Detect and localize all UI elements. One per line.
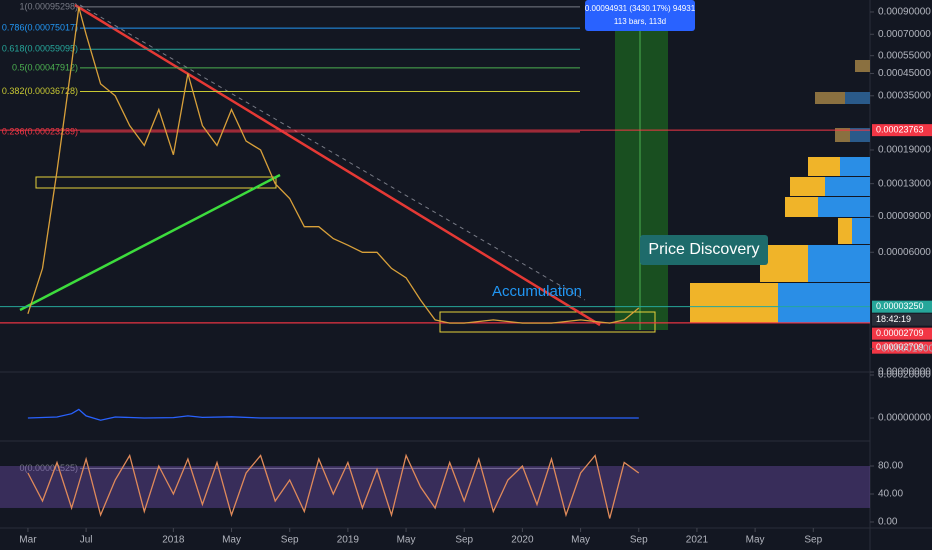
range-box [35, 176, 277, 189]
price-badge-label: 0.00023763 [876, 125, 924, 135]
y-tick-label: 0.00 [878, 517, 898, 528]
x-tick-label: May [222, 535, 241, 546]
profile-bar [825, 177, 870, 196]
x-tick-label: Jul [80, 535, 93, 546]
x-tick-label: May [397, 535, 416, 546]
trend-line [74, 3, 601, 327]
y-tick-label: 0.00006000 [878, 247, 931, 258]
tooltip-box [585, 0, 695, 31]
y-tick-label: 0.00000000 [878, 413, 931, 424]
price-badge-label: 0.00003250 [876, 301, 924, 311]
fib-label: 0.618(0.00059095) [2, 44, 78, 54]
profile-bar [845, 92, 870, 104]
profile-bar [785, 197, 818, 217]
trend-line [79, 4, 586, 301]
y-tick-label: 0.00019000 [878, 145, 931, 156]
y-tick-label: 40.00 [878, 489, 903, 500]
band [0, 465, 870, 508]
y-tick-label: 0.00020000 [878, 370, 931, 381]
x-tick-label: 2020 [511, 535, 534, 546]
x-tick-label: Sep [630, 535, 648, 546]
range-box [439, 311, 656, 333]
profile-bar [808, 157, 840, 176]
x-tick-label: Sep [804, 535, 822, 546]
profile-bar [840, 157, 870, 176]
trend-line [19, 173, 281, 312]
profile-bar [690, 283, 778, 323]
y-tick-label: 0.00009000 [878, 211, 931, 222]
volume-profile [690, 60, 870, 323]
series-line [27, 7, 640, 324]
countdown-badge [872, 313, 932, 326]
y-tick-label: 0.00055000 [878, 50, 931, 61]
x-tick-label: Sep [281, 535, 299, 546]
x-tick-label: Sep [455, 535, 473, 546]
annotation: Accumulation [492, 283, 582, 300]
y-tick-label: 0.00070000 [878, 29, 931, 40]
x-tick-label: 2021 [686, 535, 709, 546]
profile-bar [855, 60, 870, 72]
x-tick-label: Mar [19, 535, 37, 546]
fib-label: 0.786(0.00075017) [2, 23, 78, 33]
price-badge-label: 0.00002709 [876, 328, 924, 338]
y-tick-label: -0.00001000 [878, 344, 932, 355]
y-tick-label: 0.00090000 [878, 7, 931, 18]
profile-bar [838, 218, 852, 244]
price-badge [872, 327, 932, 340]
profile-bar [852, 218, 870, 244]
countdown: 18:42:19 [876, 314, 911, 324]
x-tick-label: 2019 [337, 535, 360, 546]
profile-bar [815, 92, 845, 104]
x-tick-label: 2018 [162, 535, 185, 546]
y-tick-label: 0.00035000 [878, 90, 931, 101]
fib-label: 0.382(0.00036728) [2, 86, 78, 96]
price-badge-label: 0.00002709 [876, 342, 924, 352]
fib-label: 0(0.00000525) [19, 463, 78, 473]
profile-bar [808, 245, 870, 282]
series-line [27, 453, 640, 519]
fib-label: 1(0.00095298) [19, 1, 78, 11]
projection-box [615, 30, 668, 330]
profile-bar [818, 197, 870, 217]
annotation-box [640, 235, 768, 265]
tooltip-line: 113 bars, 113d [614, 17, 666, 26]
y-tick-label: 0.00000000 [878, 367, 931, 378]
profile-bar [850, 128, 870, 142]
fib-label: 0.236(0.00023289) [2, 126, 78, 136]
price-badge [872, 341, 932, 354]
price-badge [872, 124, 932, 137]
x-tick-label: May [571, 535, 590, 546]
profile-bar [778, 283, 870, 323]
y-tick-label: 0.00045000 [878, 68, 931, 79]
annotation: Price Discovery [648, 241, 759, 258]
y-tick-label: 80.00 [878, 461, 903, 472]
x-tick-label: May [746, 535, 765, 546]
profile-bar [790, 177, 825, 196]
fib-label: 0.5(0.00047912) [12, 62, 78, 72]
profile-bar [835, 128, 850, 142]
price-badge [872, 300, 932, 313]
series-line [27, 408, 639, 421]
y-tick-label: 0.00013000 [878, 178, 931, 189]
tooltip-line: 0.00094931 (3430.17%) 94931 [585, 4, 696, 13]
